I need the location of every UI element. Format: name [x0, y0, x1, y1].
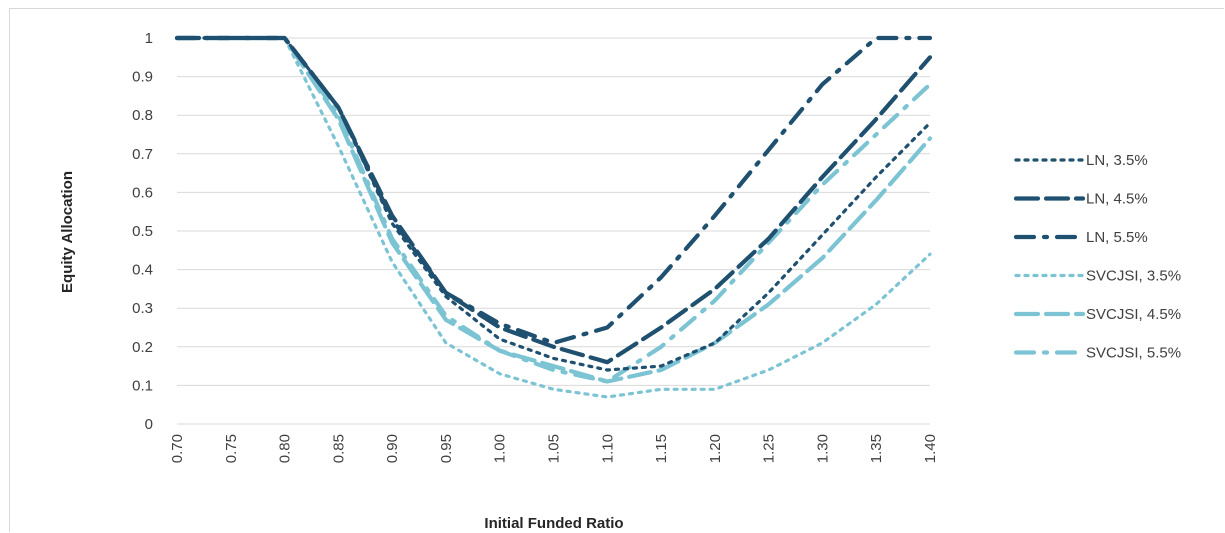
x-tick-label: 1.05 [546, 434, 563, 463]
x-tick-label: 0.70 [169, 434, 186, 463]
legend-item: SVCJSI, 4.5% [1013, 306, 1181, 323]
y-axis-title: Equity Allocation [59, 171, 76, 293]
series-line [175, 36, 932, 399]
y-tick-label: 0.1 [132, 377, 153, 394]
x-tick-label: 1.40 [922, 434, 939, 463]
gridlines [177, 37, 930, 425]
legend-item: LN, 4.5% [1013, 191, 1148, 208]
legend-label: LN, 4.5% [1086, 191, 1148, 208]
y-tick-label: 0.2 [132, 339, 153, 356]
y-tick-label: 0.3 [132, 300, 153, 317]
x-tick-label: 1.10 [599, 434, 616, 463]
x-axis-title: Initial Funded Ratio [484, 515, 623, 532]
legend-label: SVCJSI, 5.5% [1086, 345, 1181, 362]
legend-item: SVCJSI, 3.5% [1014, 268, 1181, 285]
x-tick-label: 1.15 [653, 434, 670, 463]
y-tick-label: 0.5 [132, 223, 153, 240]
legend-label: SVCJSI, 3.5% [1086, 268, 1181, 285]
legend-item: LN, 5.5% [1013, 229, 1148, 246]
x-tick-label: 1.00 [492, 434, 509, 463]
x-tick-label: 0.95 [438, 434, 455, 463]
y-tick-label: 0.9 [132, 69, 153, 86]
y-tick-label: 0.6 [132, 184, 153, 201]
x-tick-label: 1.30 [814, 434, 831, 463]
x-tick-label: 0.75 [223, 434, 240, 463]
y-tick-label: 0 [145, 416, 153, 433]
series-lines [174, 35, 933, 399]
y-tick-label: 0.4 [132, 262, 153, 279]
x-tick-label: 1.25 [761, 434, 778, 463]
x-tick-label: 1.20 [707, 434, 724, 463]
x-tick-label: 0.80 [277, 434, 294, 463]
legend-label: LN, 5.5% [1086, 229, 1148, 246]
x-tick-label: 0.85 [330, 434, 347, 463]
legend: LN, 3.5% LN, 4.5% LN, 5.5% SVCJSI, 3.5% SVCJ… [1013, 152, 1181, 362]
x-axis-ticks: 0.70 0.75 0.80 0.85 0.90 0.95 1.00 1.05 1.10 1.15… [169, 434, 939, 463]
chart-frame [9, 8, 1224, 532]
y-tick-label: 1 [145, 30, 153, 47]
y-tick-label: 0.7 [132, 146, 153, 163]
x-tick-label: 0.90 [384, 434, 401, 463]
legend-label: LN, 3.5% [1086, 152, 1148, 169]
series-line [174, 35, 933, 365]
legend-item: LN, 3.5% [1014, 152, 1148, 169]
x-tick-label: 1.35 [868, 434, 885, 463]
y-axis-ticks: 0 0.1 0.2 0.3 0.4 0.5 0.6 0.7 0.8 0.9 1 [132, 30, 153, 433]
series-line [174, 35, 933, 345]
legend-label: SVCJSI, 4.5% [1086, 306, 1181, 323]
y-tick-label: 0.8 [132, 107, 153, 124]
legend-item: SVCJSI, 5.5% [1013, 345, 1181, 362]
